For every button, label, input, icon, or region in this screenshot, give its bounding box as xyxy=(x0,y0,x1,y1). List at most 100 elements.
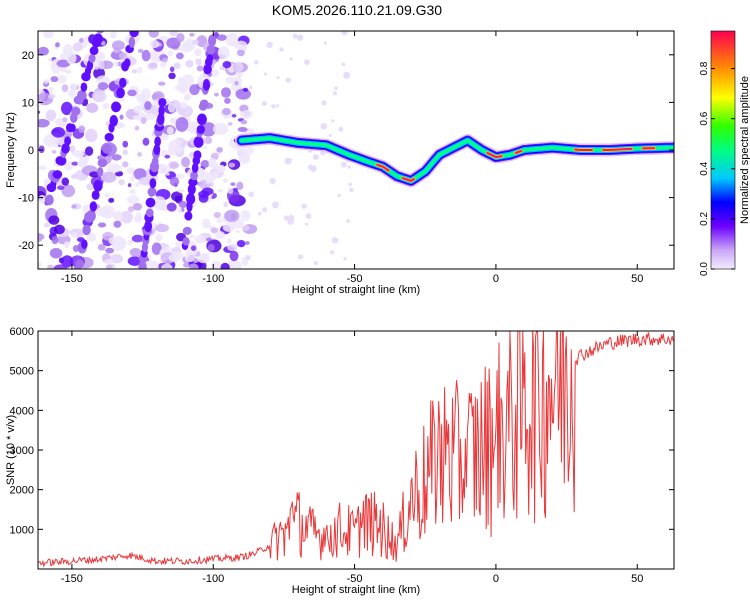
noise-blob xyxy=(216,218,223,224)
noise-blob xyxy=(48,94,56,99)
noise-blob xyxy=(196,125,205,134)
noise-blob xyxy=(205,177,211,185)
y-tick-label: 5000 xyxy=(10,366,34,378)
noise-blob xyxy=(149,178,157,189)
noise-blob xyxy=(62,117,68,123)
noise-blob xyxy=(248,85,253,90)
noise-blob xyxy=(155,202,168,211)
noise-blob xyxy=(82,224,91,236)
noise-blob xyxy=(78,37,84,43)
noise-blob xyxy=(127,195,140,205)
noise-blob xyxy=(42,31,54,39)
noise-blob xyxy=(97,158,108,168)
noise-blob xyxy=(54,118,65,126)
noise-blob xyxy=(224,209,240,223)
noise-blob xyxy=(222,223,236,232)
noise-blob xyxy=(47,264,54,269)
x-tick-label: -50 xyxy=(347,573,363,585)
noise-blob xyxy=(236,239,246,248)
noise-blob xyxy=(91,90,106,103)
noise-blob xyxy=(184,251,195,263)
noise-blob xyxy=(131,69,138,74)
noise-blob xyxy=(158,97,167,108)
noise-blob xyxy=(86,209,96,222)
noise-blob xyxy=(162,57,168,63)
noise-blob xyxy=(289,57,293,61)
noise-blob xyxy=(105,247,115,254)
noise-blob xyxy=(111,235,126,251)
noise-blob xyxy=(305,213,312,219)
noise-blob xyxy=(182,237,190,246)
noise-blob xyxy=(151,93,161,100)
noise-blob xyxy=(236,181,244,191)
noise-blob xyxy=(185,60,194,68)
noise-blob xyxy=(119,114,124,120)
noise-blob xyxy=(220,262,230,269)
noise-blob xyxy=(61,184,76,198)
noise-blob xyxy=(56,185,65,190)
noise-blob xyxy=(111,40,125,51)
x-tick-label: 0 xyxy=(493,273,499,285)
noise-blob xyxy=(161,263,173,269)
noise-blob xyxy=(337,193,341,198)
colorbar-ticks: 0.0 0.2 0.4 0.6 0.8 xyxy=(699,61,735,276)
snr-y-axis-label: SNR (10 * v/v) xyxy=(5,415,17,485)
noise-blob xyxy=(196,65,204,72)
spectrogram-signal-trace xyxy=(235,131,674,188)
noise-blob xyxy=(348,182,353,187)
noise-blob xyxy=(142,137,150,146)
noise-blob xyxy=(96,31,105,34)
noise-blob xyxy=(216,147,223,153)
noise-blob xyxy=(93,33,103,45)
noise-blob xyxy=(116,87,125,99)
noise-blob xyxy=(122,161,129,168)
x-tick-label: -150 xyxy=(61,573,83,585)
chart-title: KOM5.2026.110.21.09.G30 xyxy=(272,2,442,18)
noise-blob xyxy=(269,177,276,184)
noise-blob xyxy=(38,143,41,147)
noise-blob xyxy=(124,58,131,68)
noise-blob xyxy=(340,161,347,168)
noise-blob xyxy=(204,136,213,145)
noise-blob xyxy=(165,172,170,176)
y-tick-label: 10 xyxy=(22,97,34,109)
noise-blob xyxy=(216,164,226,174)
noise-blob xyxy=(68,89,76,98)
noise-blob xyxy=(91,190,100,200)
noise-blob xyxy=(304,222,309,226)
noise-blob xyxy=(180,142,186,148)
noise-blob xyxy=(104,132,114,142)
spectrogram-noise-blobs xyxy=(38,31,354,269)
noise-blob xyxy=(53,264,68,269)
noise-blob xyxy=(191,162,199,174)
noise-blob xyxy=(140,88,151,101)
noise-blob xyxy=(166,126,174,135)
noise-blob xyxy=(231,113,237,118)
noise-blob xyxy=(230,182,236,186)
noise-blob xyxy=(50,76,59,83)
noise-blob xyxy=(108,197,115,203)
noise-blob xyxy=(105,264,113,269)
noise-blob xyxy=(151,242,162,255)
noise-blob xyxy=(147,260,159,269)
noise-blob xyxy=(188,177,198,187)
y-tick-label: 4000 xyxy=(10,405,34,417)
noise-blob xyxy=(212,122,229,135)
noise-blob xyxy=(223,202,228,208)
noise-blob xyxy=(206,237,213,242)
noise-blob xyxy=(137,152,142,157)
noise-blob xyxy=(217,189,224,193)
noise-blob xyxy=(64,136,72,146)
noise-blob xyxy=(97,167,104,177)
noise-blob xyxy=(63,160,74,171)
noise-blob xyxy=(187,183,196,195)
noise-blob xyxy=(179,102,188,110)
noise-blob xyxy=(197,254,210,264)
noise-blob xyxy=(261,101,267,107)
noise-blob xyxy=(241,225,250,231)
signal-hot-segment xyxy=(602,147,633,151)
noise-blob xyxy=(38,145,45,154)
noise-blob xyxy=(135,212,142,219)
noise-blob xyxy=(148,31,159,38)
